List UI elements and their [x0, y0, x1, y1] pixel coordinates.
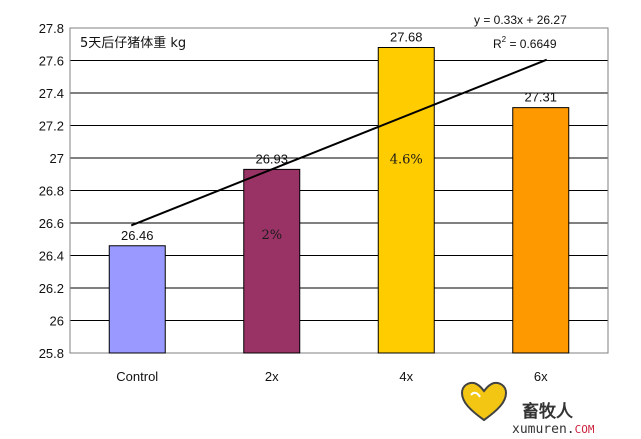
in-bar-labels: 2% 4.6%	[261, 153, 422, 244]
bars	[108, 47, 570, 354]
watermark-url: xumuren.COM	[512, 422, 595, 437]
x-category-label: 6x	[534, 369, 548, 384]
y-tick-label: 26.8	[39, 184, 64, 199]
data-label: 26.93	[255, 151, 288, 166]
in-bar-label: 4.6%	[390, 153, 423, 168]
x-category-label: Control	[116, 369, 158, 384]
y-tick-label: 27.4	[39, 86, 64, 101]
watermark: 畜牧人 xumuren.COM	[460, 381, 595, 437]
chart-title: 5天后仔猪体重 kg	[80, 35, 186, 51]
trendline	[130, 58, 548, 227]
r-squared-value: = 0.6649	[506, 37, 557, 51]
y-tick-label: 27	[50, 151, 64, 166]
bar-control	[108, 245, 166, 354]
heart-logo-icon	[460, 381, 508, 422]
r-squared-label: R2 = 0.6649	[493, 35, 557, 51]
r-squared-prefix: R	[493, 37, 502, 51]
y-tick-label: 26	[50, 314, 64, 329]
data-label: 27.68	[390, 30, 423, 45]
plot-area	[69, 27, 609, 354]
r-squared-superscript: 2	[502, 35, 507, 44]
bar-4x	[377, 47, 435, 354]
x-axis-categories: Control 2x 4x 6x	[116, 369, 548, 384]
y-tick-label: 26.6	[39, 216, 64, 231]
bar-6x	[512, 107, 570, 354]
y-tick-label: 27.2	[39, 119, 64, 134]
watermark-text: 畜牧人	[522, 401, 574, 422]
y-tick-label: 26.2	[39, 281, 64, 296]
data-label: 27.31	[524, 90, 557, 105]
x-category-label: 2x	[265, 369, 279, 384]
y-tick-label: 27.8	[39, 21, 64, 36]
y-axis-ticks: 25.8 26 26.2 26.4 26.6 26.8 27 27.2 27.4 27.6 27.8	[39, 21, 64, 361]
y-tick-label: 25.8	[39, 346, 64, 361]
data-label: 26.46	[121, 228, 154, 243]
y-tick-label: 26.4	[39, 249, 64, 264]
y-tick-label: 27.6	[39, 54, 64, 69]
x-category-label: 4x	[399, 369, 413, 384]
in-bar-label: 2%	[261, 228, 282, 243]
trendline-equation: y = 0.33x + 26.27	[474, 13, 567, 27]
data-labels: 26.46 26.93 27.68 27.31	[121, 30, 557, 243]
bar-2x	[243, 168, 301, 354]
